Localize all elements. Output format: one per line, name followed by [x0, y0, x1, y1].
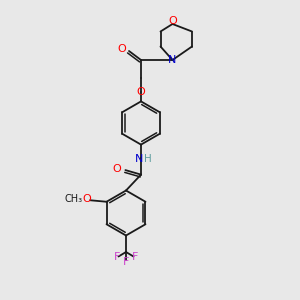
Text: O: O — [112, 164, 122, 174]
Text: O: O — [82, 194, 91, 204]
Text: CH₃: CH₃ — [64, 194, 82, 204]
Text: N: N — [168, 55, 177, 65]
Text: F: F — [123, 256, 129, 267]
Text: O: O — [168, 16, 177, 26]
Text: F: F — [132, 251, 138, 262]
Text: H: H — [144, 154, 152, 164]
Text: O: O — [136, 86, 146, 97]
Text: O: O — [117, 44, 126, 55]
Text: N: N — [135, 154, 144, 164]
Text: F: F — [114, 251, 120, 262]
